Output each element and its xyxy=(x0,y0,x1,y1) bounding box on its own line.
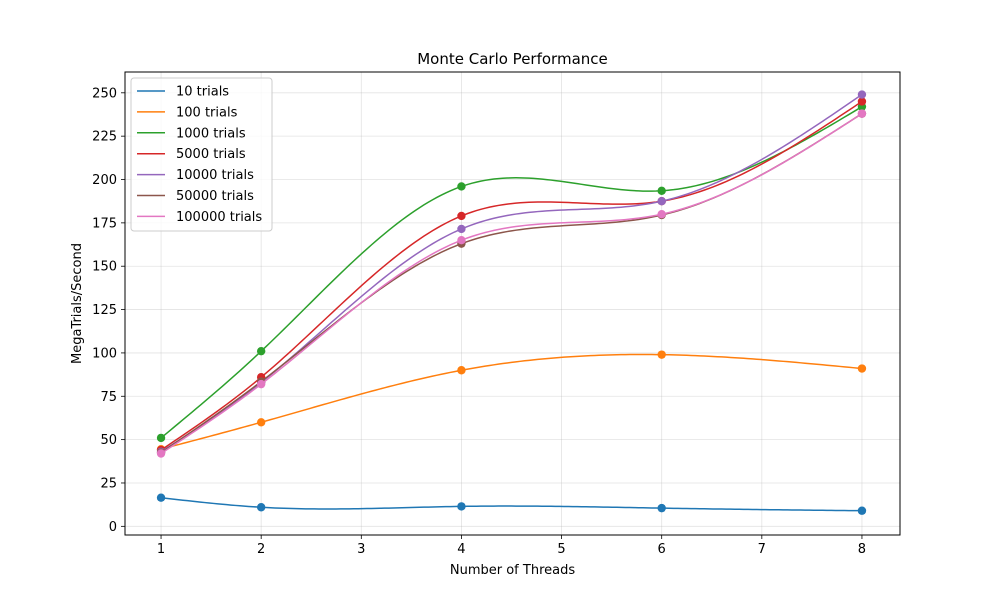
data-point-10-trials xyxy=(457,502,466,511)
series-line-100000-trials xyxy=(160,112,863,455)
data-point-10-trials xyxy=(156,493,166,502)
series-line-5000-trials xyxy=(160,100,863,451)
data-point-100000-trials xyxy=(857,109,867,118)
y-tick-label: 0 xyxy=(109,520,117,535)
x-tick-label: 3 xyxy=(357,542,365,557)
data-point-10-trials xyxy=(857,506,867,515)
data-point-5000-trials xyxy=(457,211,466,221)
y-tick-label: 100 xyxy=(92,346,117,361)
legend-box xyxy=(130,77,273,232)
data-point-100000-trials xyxy=(256,379,266,389)
legend-label: 10 trials xyxy=(176,85,229,100)
data-point-10000-trials xyxy=(657,196,666,206)
data-point-100-trials xyxy=(657,350,666,359)
data-point-100-trials xyxy=(857,364,867,373)
tick-layer: 1 2 3 4 5 6 7 8 0 25 50 75 100 125 150 175 200 225 250 xyxy=(92,86,866,557)
y-axis-label: MegaTrials/Second xyxy=(70,243,85,364)
y-tick-label: 50 xyxy=(100,433,117,448)
data-point-10-trials xyxy=(657,503,666,513)
data-point-100000-trials xyxy=(156,449,166,458)
x-tick-label: 5 xyxy=(557,542,565,557)
legend-label: 100000 trials xyxy=(176,210,262,225)
x-tick-label: 6 xyxy=(658,542,666,557)
plot-frame xyxy=(124,71,901,536)
legend: 10 trials 100 trials 1000 trials 5000 trial… xyxy=(130,77,273,232)
y-tick-label: 150 xyxy=(92,260,117,275)
data-point-5000-trials xyxy=(857,97,867,106)
legend-label: 50000 trials xyxy=(176,189,254,204)
chart-title: Monte Carlo Performance xyxy=(417,50,608,68)
y-tick-label: 125 xyxy=(92,303,117,318)
y-tick-label: 225 xyxy=(92,130,117,145)
data-point-1000-trials xyxy=(657,186,666,195)
data-point-1000-trials xyxy=(457,182,466,191)
data-point-100-trials xyxy=(457,366,466,375)
y-tick-label: 200 xyxy=(92,173,117,188)
y-tick-label: 175 xyxy=(92,216,117,231)
x-tick-label: 2 xyxy=(257,542,265,557)
data-point-10-trials xyxy=(256,503,266,512)
x-tick-label: 7 xyxy=(758,542,766,557)
series-line-10-trials xyxy=(160,496,862,512)
data-point-10000-trials xyxy=(457,224,466,234)
series-line-100-trials xyxy=(160,353,863,450)
data-point-10000-trials xyxy=(857,90,867,99)
grid xyxy=(125,72,900,535)
x-axis-label: Number of Threads xyxy=(450,563,575,578)
series-layer xyxy=(156,90,867,515)
y-tick-label: 25 xyxy=(100,476,117,491)
data-point-100000-trials xyxy=(657,209,666,219)
data-point-1000-trials xyxy=(156,433,166,443)
data-point-100-trials xyxy=(256,418,266,427)
data-point-100000-trials xyxy=(457,236,466,245)
data-point-1000-trials xyxy=(256,346,266,356)
x-tick-label: 1 xyxy=(157,542,165,557)
legend-label: 5000 trials xyxy=(176,147,246,162)
x-tick-label: 8 xyxy=(858,542,866,557)
legend-label: 10000 trials xyxy=(176,168,254,183)
y-tick-label: 75 xyxy=(100,390,117,405)
x-tick-label: 4 xyxy=(457,542,465,557)
y-tick-label: 250 xyxy=(92,86,117,101)
series-line-1000-trials xyxy=(160,106,863,439)
legend-label: 100 trials xyxy=(176,105,238,120)
legend-label: 1000 trials xyxy=(176,126,246,141)
